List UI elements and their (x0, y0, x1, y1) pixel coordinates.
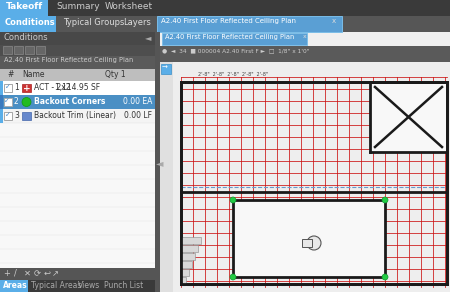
Text: ↗: ↗ (52, 269, 59, 278)
Text: Areas: Areas (3, 281, 27, 290)
Bar (181, 269, 189, 276)
Bar (0, 69, 155, 81)
Text: x: x (332, 18, 336, 24)
Text: x: x (303, 34, 307, 39)
Bar (22, 84, 31, 92)
Text: +: + (3, 269, 10, 278)
Text: Typical Areas: Typical Areas (31, 281, 81, 290)
Bar (0, 16, 450, 32)
Text: 2: 2 (14, 97, 19, 106)
Circle shape (230, 197, 236, 203)
Bar (4, 112, 12, 120)
Bar (302, 239, 312, 247)
Text: Backout Trim (Linear): Backout Trim (Linear) (34, 111, 116, 120)
Text: #: # (7, 70, 14, 79)
Text: 0.00 LF: 0.00 LF (124, 111, 152, 120)
Text: ✓: ✓ (5, 84, 11, 91)
Bar (155, 32, 160, 292)
Text: +: + (23, 84, 31, 93)
Circle shape (230, 274, 236, 280)
Text: Typical Groups: Typical Groups (63, 18, 124, 27)
Text: ◄: ◄ (145, 33, 152, 42)
Bar (14, 46, 23, 54)
Bar (0, 32, 155, 45)
Text: 1: 1 (14, 83, 19, 92)
Bar (25, 46, 34, 54)
Bar (0, 0, 450, 16)
Bar (173, 62, 450, 292)
Bar (0, 45, 155, 56)
Text: Conditions: Conditions (5, 18, 56, 27)
Text: A2.40 First Floor Reflected Ceiling Plan: A2.40 First Floor Reflected Ceiling Plan (4, 57, 133, 63)
Circle shape (307, 236, 321, 250)
Bar (0, 280, 155, 292)
Circle shape (22, 98, 31, 107)
Bar (0, 123, 155, 268)
Text: ↩: ↩ (44, 269, 51, 278)
Bar (181, 277, 186, 284)
Bar (0, 268, 155, 280)
Bar (0, 109, 3, 123)
Text: Summary: Summary (56, 2, 99, 11)
Text: Layers: Layers (123, 18, 151, 27)
Bar (22, 112, 31, 120)
Bar (0, 0, 48, 16)
Bar (181, 237, 201, 244)
Text: ACT - 2x2: ACT - 2x2 (34, 83, 71, 92)
Text: Name: Name (22, 70, 45, 79)
Bar (0, 32, 155, 292)
Bar (160, 32, 450, 46)
Bar (0, 95, 3, 109)
Text: ●  ◄  34  ■ 000004 A2.40 First F ►  □  1/8" x 1'0": ● ◄ 34 ■ 000004 A2.40 First F ► □ 1/8" x… (162, 48, 310, 53)
Bar (0, 280, 28, 292)
Circle shape (382, 197, 388, 203)
Bar (0, 95, 155, 109)
Bar (181, 261, 192, 268)
Text: Punch List: Punch List (104, 281, 143, 290)
Text: ⟳: ⟳ (34, 269, 41, 278)
Text: Views: Views (78, 281, 100, 290)
Text: 0.00 EA: 0.00 EA (122, 97, 152, 106)
Bar (4, 98, 12, 106)
Text: ✓: ✓ (5, 112, 11, 119)
Text: ✓: ✓ (4, 98, 10, 105)
Text: Conditions: Conditions (4, 33, 49, 42)
Bar (162, 33, 307, 45)
Bar (161, 64, 171, 74)
Bar (0, 81, 3, 95)
Text: ◄: ◄ (156, 158, 163, 168)
Bar (157, 16, 342, 32)
Bar (36, 46, 45, 54)
Bar (3, 46, 12, 54)
Bar (160, 46, 450, 62)
Text: 2'-8"  2'-8"  2'-8"  2'-8"  2'-8": 2'-8" 2'-8" 2'-8" 2'-8" 2'-8" (198, 72, 268, 77)
Text: Worksheet: Worksheet (105, 2, 153, 11)
Bar (0, 16, 56, 32)
Text: A2.40 First Floor Reflected Ceiling Plan: A2.40 First Floor Reflected Ceiling Plan (165, 34, 294, 40)
Bar (370, 82, 447, 152)
Bar (160, 62, 173, 292)
Bar (233, 200, 385, 277)
Text: 3: 3 (14, 111, 19, 120)
Text: 1,114.95 SF: 1,114.95 SF (55, 83, 100, 92)
Text: →: → (162, 65, 168, 71)
Bar (0, 56, 155, 69)
Text: Qty 1: Qty 1 (105, 70, 126, 79)
Bar (4, 84, 12, 92)
Bar (0, 109, 155, 123)
Text: ✕: ✕ (24, 269, 31, 278)
Text: A2.40 First Floor Reflected Ceiling Plan: A2.40 First Floor Reflected Ceiling Plan (161, 18, 296, 24)
Circle shape (382, 274, 388, 280)
Bar (0, 81, 155, 95)
Bar (181, 253, 195, 260)
Bar (181, 245, 198, 252)
Text: Takeoff: Takeoff (6, 2, 43, 11)
Text: /: / (14, 269, 17, 278)
Text: Backout Corners: Backout Corners (34, 97, 105, 106)
